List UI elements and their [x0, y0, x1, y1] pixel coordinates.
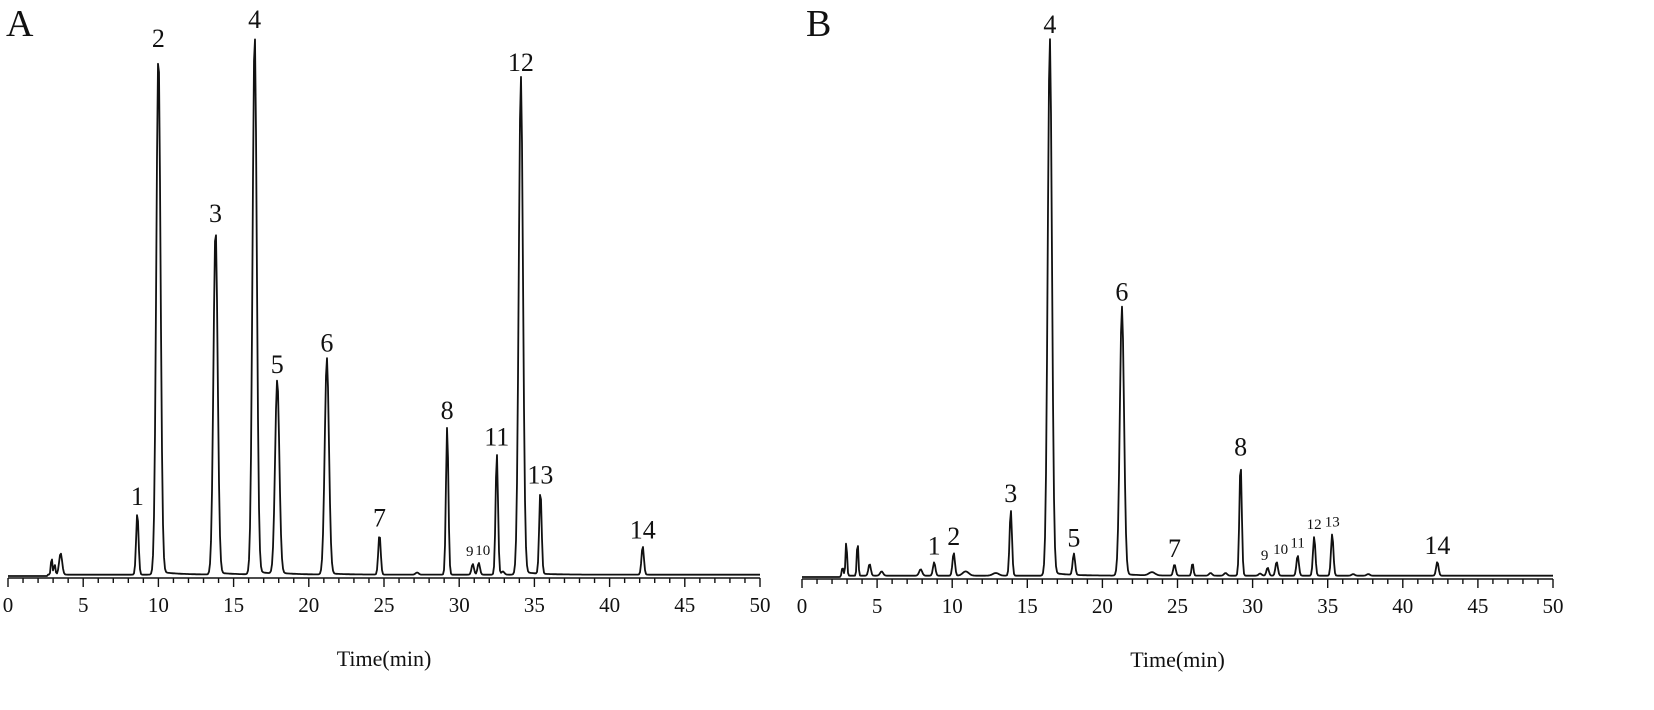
x-axis: 0 5 10 15 20 25 30 35 40 45 50 [797, 578, 1564, 618]
peak-label: 12 [508, 48, 534, 77]
x-tick-label: 40 [599, 593, 620, 617]
peak-label: 1 [131, 482, 144, 511]
x-tick-label: 25 [1167, 594, 1188, 618]
panel-label: B [806, 3, 831, 45]
x-tick-label: 35 [524, 593, 545, 617]
peak-label: 2 [947, 522, 960, 551]
x-tick-label: 0 [3, 593, 14, 617]
x-tick-label: 15 [1017, 594, 1038, 618]
peak-label: 9 [466, 544, 474, 560]
x-tick-label: 50 [750, 593, 771, 617]
x-axis: 0 5 10 15 20 25 30 35 40 45 50 [3, 577, 771, 617]
x-tick-label: 5 [872, 594, 883, 618]
peak-label: 14 [1424, 531, 1450, 560]
x-tick-label: 5 [78, 593, 89, 617]
peak-label: 4 [248, 5, 261, 34]
x-axis-label: Time(min) [337, 646, 432, 671]
peak-label: 2 [152, 24, 165, 53]
peak-label: 5 [271, 350, 284, 379]
peak-label: 4 [1043, 10, 1056, 39]
peak-label: 9 [1261, 548, 1269, 564]
peak-label: 6 [320, 328, 333, 357]
x-tick-label: 20 [298, 593, 319, 617]
x-tick-label: 10 [942, 594, 963, 618]
peak-label: 3 [209, 199, 222, 228]
panel-label: A [6, 3, 34, 45]
x-tick-label: 50 [1543, 594, 1564, 618]
x-tick-label: 10 [148, 593, 169, 617]
x-tick-label: 35 [1317, 594, 1338, 618]
peak-label: 13 [1325, 514, 1340, 530]
x-tick-label: 45 [674, 593, 695, 617]
x-tick-label: 30 [449, 593, 470, 617]
x-tick-label: 30 [1242, 594, 1263, 618]
peak-label: 8 [1234, 433, 1247, 462]
peak-label: 10 [475, 543, 490, 559]
peak-label: 3 [1004, 479, 1017, 508]
peak-label: 14 [630, 515, 656, 544]
peak-label: 1 [928, 532, 941, 561]
peak-label: 6 [1115, 278, 1128, 307]
x-tick-label: 45 [1467, 594, 1488, 618]
peak-label: 7 [1168, 534, 1181, 563]
x-tick-label: 0 [797, 594, 808, 618]
chromatogram-trace [8, 38, 760, 577]
x-axis-label: Time(min) [1130, 647, 1225, 672]
x-tick-label: 15 [223, 593, 244, 617]
peak-label: 7 [373, 504, 386, 533]
x-tick-label: 20 [1092, 594, 1113, 618]
peak-label: 5 [1067, 524, 1080, 553]
peak-label: 11 [484, 423, 509, 452]
x-tick-label: 40 [1392, 594, 1413, 618]
peak-label: 8 [441, 396, 454, 425]
peak-label: 13 [527, 460, 553, 489]
peak-label: 12 [1307, 517, 1322, 533]
peak-label: 11 [1290, 536, 1304, 552]
peak-label: 10 [1273, 542, 1288, 558]
x-tick-label: 25 [374, 593, 395, 617]
chromatogram-trace [802, 38, 1553, 578]
